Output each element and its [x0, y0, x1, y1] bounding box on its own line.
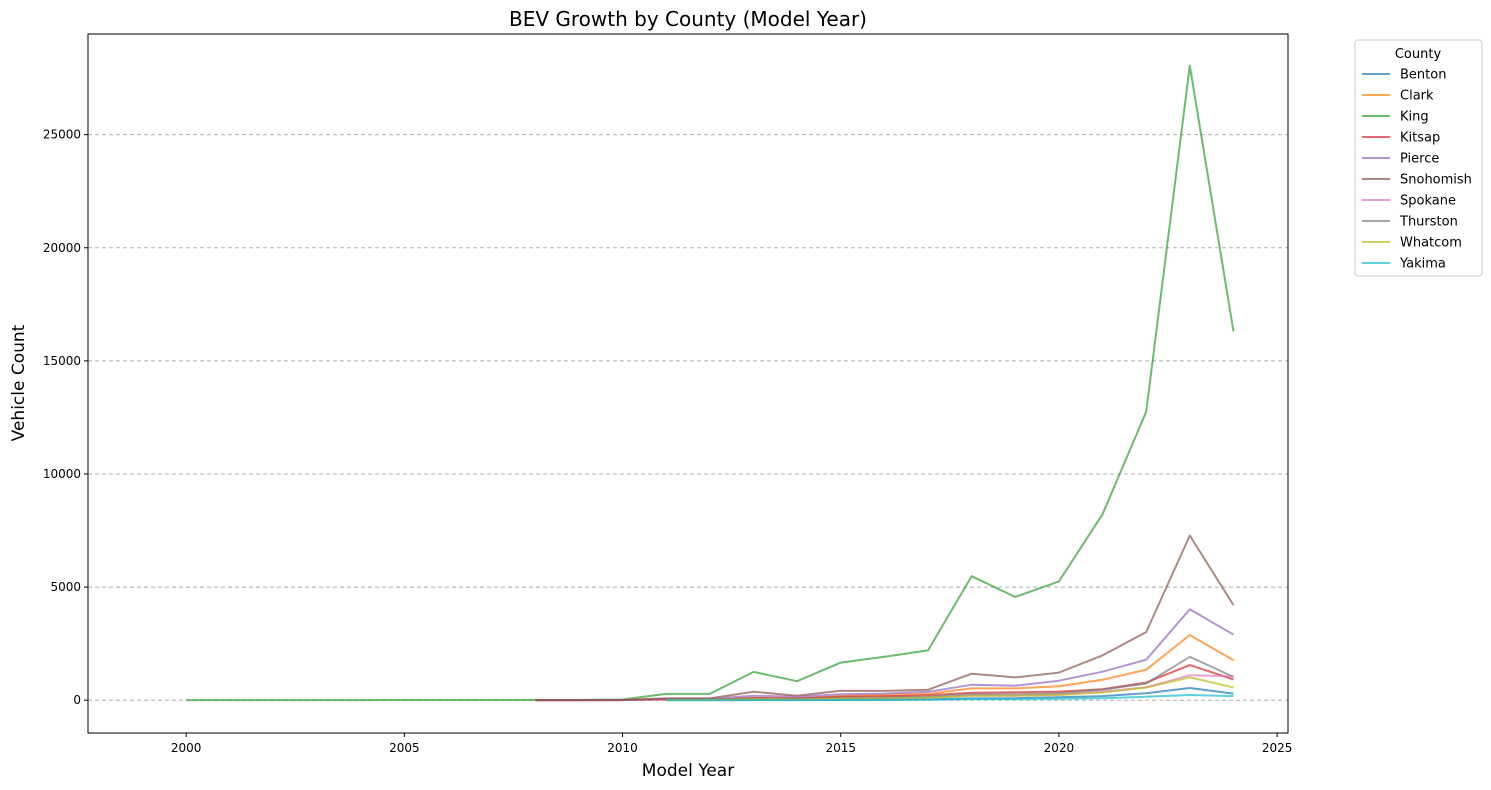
legend-label-yakima: Yakima: [1399, 257, 1446, 272]
legend-label-benton: Benton: [1400, 68, 1446, 83]
y-tick-label: 15000: [43, 354, 81, 368]
chart-title: BEV Growth by County (Model Year): [509, 7, 867, 31]
series-line-clark: [666, 634, 1234, 701]
y-tick-label: 10000: [43, 467, 81, 481]
series-lines: [186, 64, 1235, 702]
y-tick-label: 5000: [50, 580, 81, 594]
y-tick-label: 0: [73, 693, 81, 707]
x-axis-ticks: 2000 2005 2010 2015 2020 2025: [171, 733, 1292, 755]
series-line-king: [186, 64, 1235, 702]
legend-label-clark: Clark: [1400, 89, 1434, 104]
grid-lines: [88, 134, 1288, 701]
x-tick-label: 2000: [171, 741, 202, 755]
series-line-yakima: [666, 694, 1234, 702]
x-axis-label: Model Year: [642, 761, 734, 781]
legend-label-pierce: Pierce: [1400, 152, 1439, 167]
x-tick-label: 2005: [389, 741, 420, 755]
x-tick-label: 2015: [825, 741, 856, 755]
legend-label-spokane: Spokane: [1400, 194, 1456, 209]
plot-frame: [87, 33, 1289, 734]
legend-label-whatcom: Whatcom: [1400, 236, 1462, 251]
legend-box: [1354, 39, 1483, 277]
y-axis-label: Vehicle Count: [9, 324, 29, 441]
x-tick-label: 2025: [1262, 741, 1293, 755]
y-axis-ticks: 0 5000 10000 15000 20000 25000: [43, 128, 88, 707]
legend-label-thurston: Thurston: [1399, 215, 1458, 230]
legend-label-kitsap: Kitsap: [1400, 131, 1440, 146]
legend: County Benton Clark King Kitsap Pierce Snohom…: [1354, 39, 1483, 277]
x-tick-label: 2020: [1044, 741, 1075, 755]
x-tick-label: 2010: [607, 741, 638, 755]
legend-items: Benton Clark King Kitsap Pierce Snohomish Spok…: [1362, 68, 1472, 272]
legend-title: County: [1395, 47, 1442, 62]
legend-label-snohomish: Snohomish: [1400, 173, 1472, 188]
series-line-snohomish: [535, 534, 1235, 702]
y-tick-label: 20000: [43, 241, 81, 255]
legend-label-king: King: [1400, 110, 1429, 125]
y-tick-label: 25000: [43, 128, 81, 142]
